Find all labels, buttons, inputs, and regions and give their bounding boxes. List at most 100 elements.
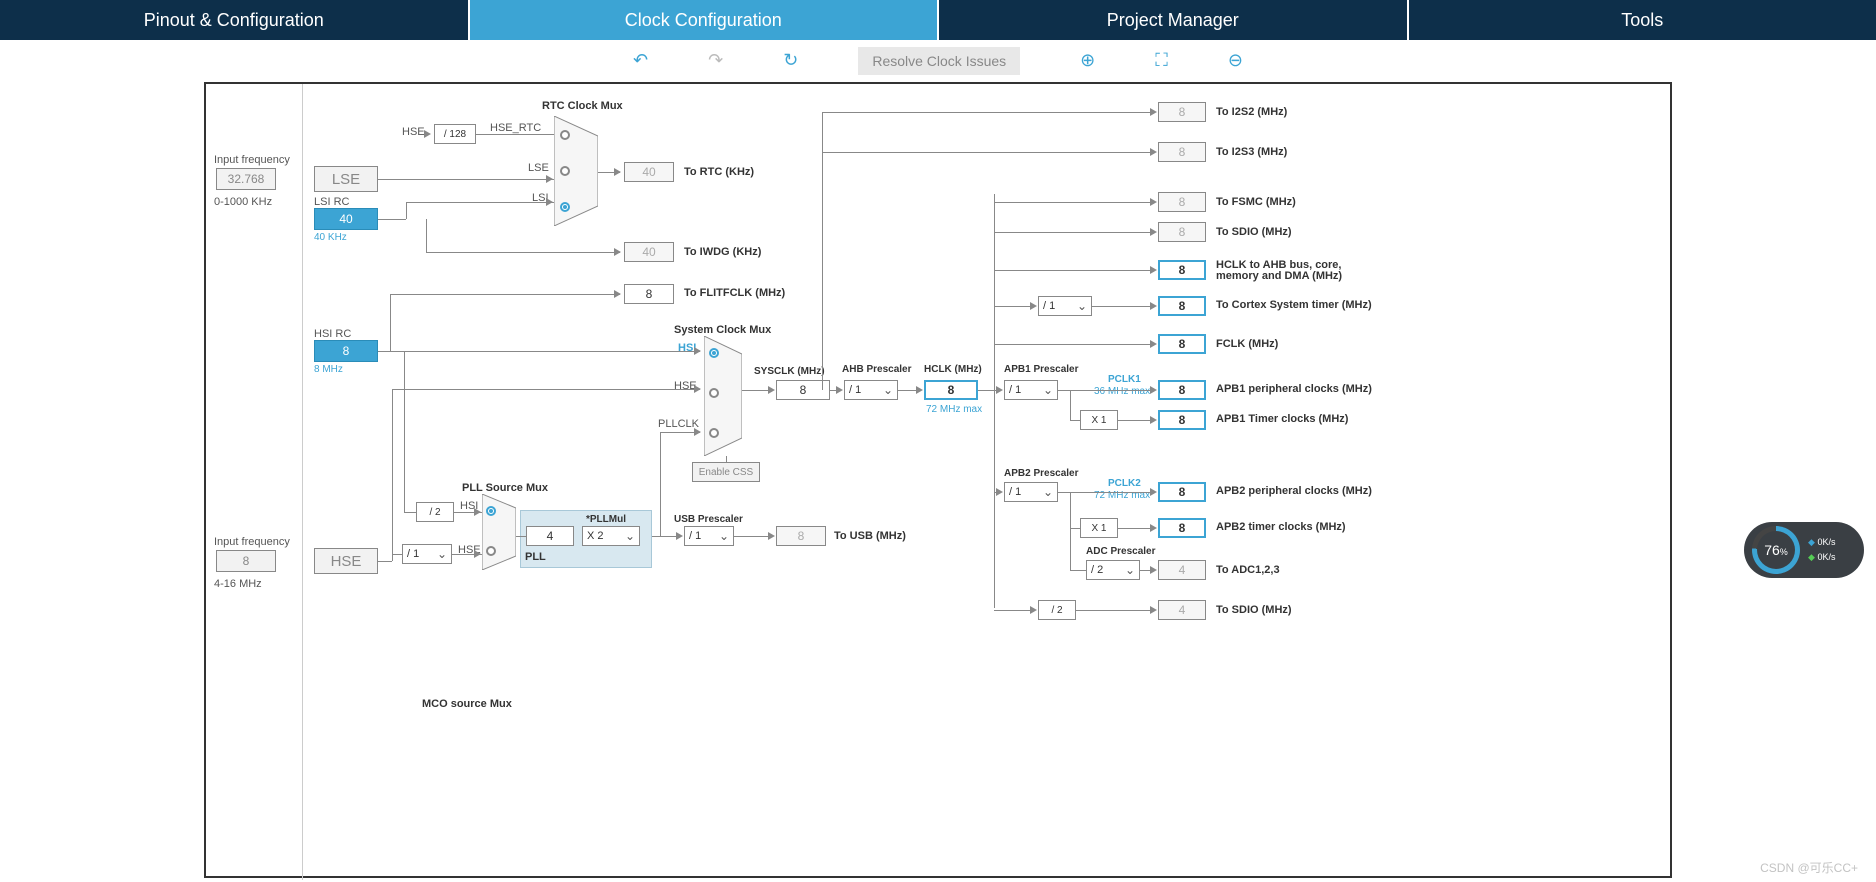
- to-iwdg-label: To IWDG (KHz): [684, 246, 761, 258]
- apb1-prescaler-select[interactable]: / 1: [1004, 380, 1058, 400]
- perf-up: 0K/s: [1817, 537, 1835, 547]
- rtc-mux-hse-radio[interactable]: [560, 130, 570, 140]
- apb2t-label: APB2 timer clocks (MHz): [1216, 521, 1346, 533]
- arrow-icon: [768, 532, 775, 540]
- arrow-icon: [836, 386, 843, 394]
- rtc-mux-lsi-radio[interactable]: [560, 202, 570, 212]
- adc-title: ADC Prescaler: [1086, 546, 1155, 557]
- redo-icon[interactable]: ↷: [708, 50, 723, 71]
- lse-freq-range: 0-1000 KHz: [214, 196, 272, 208]
- cortex-prescaler-select[interactable]: / 1: [1038, 296, 1092, 316]
- line: [392, 389, 700, 390]
- to-rtc-value: 40: [624, 162, 674, 182]
- apb1t-value[interactable]: 8: [1158, 410, 1206, 430]
- usb-prescaler-select[interactable]: / 1: [684, 526, 734, 546]
- line: [1118, 420, 1154, 421]
- sysmux-title: System Clock Mux: [674, 324, 771, 336]
- apb1-title: APB1 Prescaler: [1004, 364, 1079, 375]
- rtc-mux-lse-radio[interactable]: [560, 166, 570, 176]
- hclk-value[interactable]: 8: [924, 380, 978, 400]
- cortex-value[interactable]: 8: [1158, 296, 1206, 316]
- performance-widget[interactable]: 76% ◆ 0K/s ◆ 0K/s: [1744, 522, 1864, 578]
- line: [726, 456, 727, 462]
- usb-label: To USB (MHz): [834, 530, 906, 542]
- rtc-clock-mux[interactable]: [554, 116, 598, 226]
- line: [1070, 420, 1080, 421]
- pll-mul-select[interactable]: X 2: [582, 526, 640, 546]
- tab-project[interactable]: Project Manager: [939, 0, 1409, 40]
- ahb-prescaler-select[interactable]: / 1: [844, 380, 898, 400]
- refresh-icon[interactable]: ↻: [783, 50, 798, 71]
- apb2p-label: APB2 peripheral clocks (MHz): [1216, 485, 1372, 497]
- arrow-icon: [614, 168, 621, 176]
- line: [1058, 390, 1154, 391]
- arrow-icon: [1150, 148, 1157, 156]
- pll-label: PLL: [525, 551, 546, 563]
- arrow-icon: [916, 386, 923, 394]
- sdio-div2-box: / 2: [1038, 600, 1076, 620]
- resolve-clock-issues-button[interactable]: Resolve Clock Issues: [858, 47, 1020, 75]
- line: [378, 561, 392, 562]
- arrow-icon: [474, 508, 481, 516]
- pllmul-label: *PLLMul: [586, 514, 626, 525]
- pll-src-hse-radio[interactable]: [486, 546, 496, 556]
- arrow-icon: [614, 290, 621, 298]
- enable-css-button[interactable]: Enable CSS: [692, 462, 760, 482]
- hclk-ahb-value[interactable]: 8: [1158, 260, 1206, 280]
- fclk-label: FCLK (MHz): [1216, 338, 1278, 350]
- line: [994, 344, 1154, 345]
- line: [390, 294, 391, 351]
- line: [392, 389, 393, 561]
- tab-pinout[interactable]: Pinout & Configuration: [0, 0, 470, 40]
- rtc-mux-title: RTC Clock Mux: [542, 100, 623, 112]
- line: [1070, 528, 1080, 529]
- apb2-x1-box: X 1: [1080, 518, 1118, 538]
- line: [392, 554, 402, 555]
- tab-tools[interactable]: Tools: [1409, 0, 1876, 40]
- to-rtc-label: To RTC (KHz): [684, 166, 754, 178]
- line: [1058, 492, 1154, 493]
- system-clock-mux[interactable]: [704, 336, 742, 456]
- lsi-rc-label: LSI RC: [314, 196, 349, 208]
- line: [404, 512, 416, 513]
- arrow-icon: [1030, 606, 1037, 614]
- line: [822, 152, 1154, 153]
- pll-src-hsi-radio[interactable]: [486, 506, 496, 516]
- apb1t-label: APB1 Timer clocks (MHz): [1216, 413, 1348, 425]
- zoom-in-icon[interactable]: ⊕: [1080, 50, 1095, 71]
- line: [378, 351, 390, 352]
- arrow-icon: [474, 550, 481, 558]
- undo-icon[interactable]: ↶: [633, 50, 648, 71]
- zoom-out-icon[interactable]: ⊖: [1228, 50, 1243, 71]
- line: [1070, 492, 1071, 570]
- fit-screen-icon[interactable]: ⛶: [1155, 50, 1168, 71]
- apb2p-value[interactable]: 8: [1158, 482, 1206, 502]
- fclk-value[interactable]: 8: [1158, 334, 1206, 354]
- lse-source-box[interactable]: LSE: [314, 166, 378, 192]
- apb2t-value[interactable]: 8: [1158, 518, 1206, 538]
- sysmux-hsi-radio[interactable]: [709, 348, 719, 358]
- apb1p-value[interactable]: 8: [1158, 380, 1206, 400]
- sysmux-pllclk-radio[interactable]: [709, 428, 719, 438]
- arrow-icon: [1150, 524, 1157, 532]
- hse-source-box[interactable]: HSE: [314, 548, 378, 574]
- pll-source-mux[interactable]: [482, 494, 516, 570]
- line: [822, 112, 1154, 113]
- sysmux-hse-radio[interactable]: [709, 388, 719, 398]
- pll-div2-box: / 2: [416, 502, 454, 522]
- arrow-icon: [1030, 302, 1037, 310]
- sdio-value: 8: [1158, 222, 1206, 242]
- arrow-icon: [1150, 340, 1157, 348]
- download-dot-icon: ◆: [1808, 552, 1815, 562]
- line: [1118, 528, 1154, 529]
- tab-clock[interactable]: Clock Configuration: [470, 0, 940, 40]
- sdio-label: To SDIO (MHz): [1216, 226, 1292, 238]
- line: [994, 232, 1154, 233]
- hse-freq-input[interactable]: 8: [216, 550, 276, 572]
- adc-prescaler-select[interactable]: / 2: [1086, 560, 1140, 580]
- apb2-prescaler-select[interactable]: / 1: [1004, 482, 1058, 502]
- rtc-hse-label: HSE: [402, 126, 425, 138]
- arrow-icon: [546, 175, 553, 183]
- pll-hse-div-select[interactable]: / 1: [402, 544, 452, 564]
- lse-freq-input[interactable]: 32.768: [216, 168, 276, 190]
